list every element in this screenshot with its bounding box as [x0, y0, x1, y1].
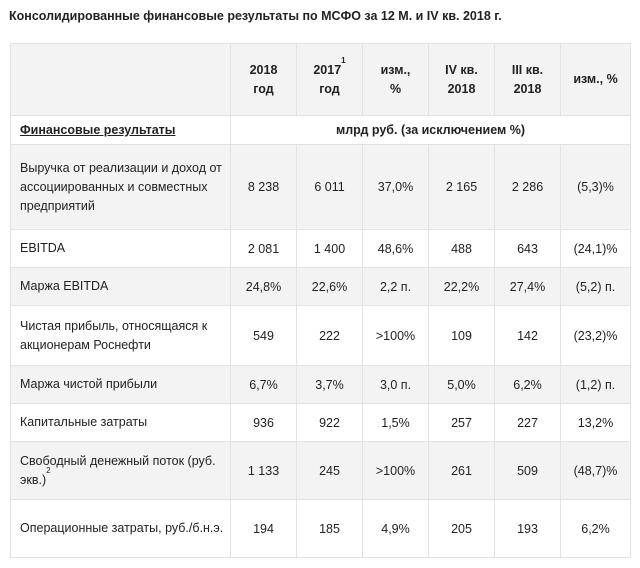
cell-value: (24,1)% [560, 229, 631, 268]
table-row: Свободный денежный поток (руб. экв.)2 1 … [10, 441, 631, 500]
header-line1: 2017 [313, 62, 342, 77]
cell-value: (23,2)% [560, 305, 631, 366]
table-row: Выручка от реализации и доход от ассоции… [10, 144, 631, 230]
cell-value: 22,6% [296, 267, 363, 306]
row-label: Операционные затраты, руб./б.н.э. [10, 499, 231, 558]
cell-value: 5,0% [428, 365, 495, 404]
financial-results-table: 2018 год 20171 год изм., % IV кв. 2018 I… [10, 43, 631, 558]
cell-value: 37,0% [362, 144, 429, 230]
cell-value: 549 [230, 305, 297, 366]
table-row: Чистая прибыль, относящаяся к акционерам… [10, 305, 631, 366]
cell-value: (5,3)% [560, 144, 631, 230]
table-row: Маржа EBITDA 24,8% 22,6% 2,2 п. 22,2% 27… [10, 267, 631, 306]
cell-value: 509 [494, 441, 561, 500]
row-label-cell: Свободный денежный поток (руб. экв.)2 [10, 441, 231, 500]
cell-value: 2 286 [494, 144, 561, 230]
cell-value: 6,2% [494, 365, 561, 404]
section-header-row: Финансовые результаты млрд руб. (за искл… [10, 115, 631, 145]
cell-value: 194 [230, 499, 297, 558]
cell-value: (1,2) п. [560, 365, 631, 404]
cell-value: 922 [296, 403, 363, 442]
header-line1: IV кв. [445, 62, 478, 77]
header-row: 2018 год 20171 год изм., % IV кв. 2018 I… [10, 43, 631, 116]
row-label: EBITDA [10, 229, 231, 268]
cell-value: 3,7% [296, 365, 363, 404]
header-q4-2018: IV кв. 2018 [428, 43, 495, 116]
row-label: Маржа EBITDA [10, 267, 231, 306]
cell-value: 4,9% [362, 499, 429, 558]
cell-value: 8 238 [230, 144, 297, 230]
cell-value: 24,8% [230, 267, 297, 306]
header-2017-year: 20171 год [296, 43, 363, 116]
footnote-mark: 2 [46, 466, 51, 476]
cell-value: 1,5% [362, 403, 429, 442]
cell-value: 142 [494, 305, 561, 366]
header-line2: 2018 [447, 81, 476, 96]
cell-value: 222 [296, 305, 363, 366]
cell-value: 643 [494, 229, 561, 268]
header-change-year: изм., % [362, 43, 429, 116]
cell-value: 109 [428, 305, 495, 366]
cell-value: 488 [428, 229, 495, 268]
table-row: Маржа чистой прибыли 6,7% 3,7% 3,0 п. 5,… [10, 365, 631, 404]
page-title: Консолидированные финансовые результаты … [9, 9, 502, 23]
header-line2: % [389, 81, 402, 96]
cell-value: 227 [494, 403, 561, 442]
cell-value: >100% [362, 305, 429, 366]
header-change-quarter: изм., % [560, 43, 631, 116]
cell-value: 6 011 [296, 144, 363, 230]
header-line1: изм., [380, 62, 411, 77]
header-blank-cell [10, 43, 231, 116]
cell-value: 6,7% [230, 365, 297, 404]
row-label: Капитальные затраты [10, 403, 231, 442]
cell-value: 261 [428, 441, 495, 500]
cell-value: (48,7)% [560, 441, 631, 500]
cell-value: 48,6% [362, 229, 429, 268]
cell-value: 6,2% [560, 499, 631, 558]
table-row: Капитальные затраты 936 922 1,5% 257 227… [10, 403, 631, 442]
header-line2: год [319, 81, 340, 96]
cell-value: 245 [296, 441, 363, 500]
cell-value: 936 [230, 403, 297, 442]
cell-value: 1 400 [296, 229, 363, 268]
cell-value: 22,2% [428, 267, 495, 306]
table-row: Операционные затраты, руб./б.н.э. 194 18… [10, 499, 631, 558]
footnote-mark: 1 [341, 56, 346, 66]
header-q3-2018: III кв. 2018 [494, 43, 561, 116]
cell-value: 257 [428, 403, 495, 442]
cell-value: 205 [428, 499, 495, 558]
units-label: млрд руб. (за исключением %) [230, 115, 631, 145]
header-2018-year: 2018 год [230, 43, 297, 116]
table-row: EBITDA 2 081 1 400 48,6% 488 643 (24,1)% [10, 229, 631, 268]
row-label: Свободный денежный поток (руб. экв.) [20, 453, 216, 487]
row-label: Маржа чистой прибыли [10, 365, 231, 404]
cell-value: 2,2 п. [362, 267, 429, 306]
header-line2: 2018 [513, 81, 542, 96]
cell-value: 27,4% [494, 267, 561, 306]
row-label: Выручка от реализации и доход от ассоции… [10, 144, 231, 230]
cell-value: >100% [362, 441, 429, 500]
row-label: Чистая прибыль, относящаяся к акционерам… [10, 305, 231, 366]
header-line1: изм., % [573, 72, 618, 86]
header-line1: III кв. [511, 62, 544, 77]
cell-value: 1 133 [230, 441, 297, 500]
header-line2: год [253, 81, 274, 96]
header-line1: 2018 [249, 62, 278, 77]
cell-value: 185 [296, 499, 363, 558]
section-label: Финансовые результаты [10, 115, 231, 145]
cell-value: 193 [494, 499, 561, 558]
cell-value: 3,0 п. [362, 365, 429, 404]
cell-value: 2 081 [230, 229, 297, 268]
cell-value: 2 165 [428, 144, 495, 230]
cell-value: 13,2% [560, 403, 631, 442]
cell-value: (5,2) п. [560, 267, 631, 306]
